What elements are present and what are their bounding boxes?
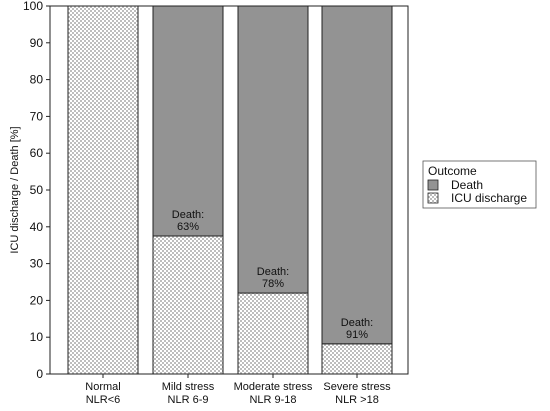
y-tick-label: 70 xyxy=(30,109,44,123)
legend-swatch-death xyxy=(427,179,439,191)
bar-death xyxy=(152,5,224,237)
x-category-label: Severe stress NLR >18 xyxy=(323,381,391,406)
y-tick-label: 30 xyxy=(30,257,44,271)
y-tick-label: 80 xyxy=(30,73,44,87)
bar-death xyxy=(321,5,393,345)
x-category-label: Normal NLR<6 xyxy=(85,381,120,406)
y-tick-label: 40 xyxy=(30,220,44,234)
death-annotation: Death: 78% xyxy=(257,266,289,290)
legend-box xyxy=(422,160,537,209)
bars xyxy=(67,5,393,375)
y-tick-label: 20 xyxy=(30,293,44,307)
x-category-label: Mild stress NLR 6-9 xyxy=(162,381,215,406)
y-tick-label: 60 xyxy=(30,146,44,160)
bar-icu-discharge xyxy=(67,5,139,375)
y-axis-label: ICU discharge / Death [%] xyxy=(9,126,21,253)
axes: 0 10 20 30 40 50 60 70 80 90 100 ICU discharge / De… xyxy=(9,0,409,406)
legend-swatch-discharge xyxy=(427,192,439,204)
y-tick-label: 10 xyxy=(30,330,44,344)
legend: Outcome Death ICU discharge xyxy=(422,160,537,209)
y-tick-label: 100 xyxy=(23,0,43,13)
bar-icu-discharge xyxy=(321,343,393,375)
x-category-label: Moderate stress NLR 9-18 xyxy=(234,381,313,406)
bar-icu-discharge xyxy=(237,292,309,375)
y-tick-label: 50 xyxy=(30,183,44,197)
death-annotation: Death: 91% xyxy=(341,317,373,341)
legend-label-discharge: ICU discharge xyxy=(451,191,527,205)
y-tick-label: 0 xyxy=(36,367,43,381)
bar-icu-discharge xyxy=(152,235,224,375)
death-annotation: Death: 63% xyxy=(172,209,204,233)
annotations: Death: 63% Death: 78% Death: 91% xyxy=(172,209,373,341)
legend-label-death: Death xyxy=(451,178,483,192)
bar-death xyxy=(237,5,309,294)
legend-title: Outcome xyxy=(428,164,477,178)
y-tick-label: 90 xyxy=(30,36,44,50)
